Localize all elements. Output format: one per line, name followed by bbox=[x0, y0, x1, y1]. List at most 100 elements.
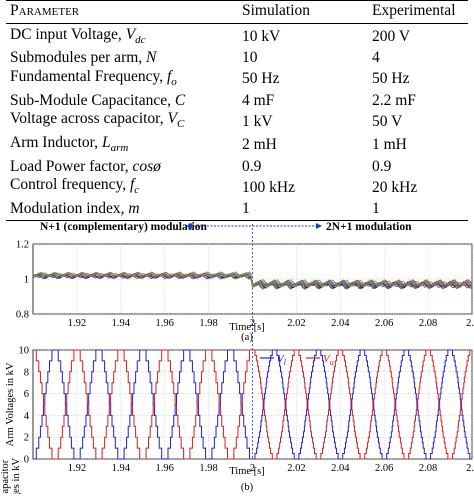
plot-b: 1.92 1.94 1.96 1.98 2 2.02 2.04 2.06 2.08 2. 10 8 6… bbox=[5, 346, 474, 494]
parameter-symbol: V bbox=[125, 25, 136, 43]
parameter-cell: Arm Inductor, Larm bbox=[6, 134, 238, 158]
x-tick-label: 1.96 bbox=[156, 463, 174, 474]
header-simulation: Simulation bbox=[238, 0, 368, 24]
parameter-label: Voltage across capacitor, bbox=[10, 110, 168, 128]
x-tick-label: 2.08 bbox=[419, 463, 437, 474]
y-tick-label: 2 bbox=[24, 433, 29, 444]
y-tick-label: 8 bbox=[24, 367, 29, 378]
parameter-subscript: dc bbox=[135, 33, 146, 46]
experimental-value: 50 V bbox=[372, 112, 403, 130]
x-tick-label: 1.96 bbox=[156, 318, 174, 329]
x-tick-label: 1.98 bbox=[199, 318, 217, 329]
y-tick-label: 4 bbox=[24, 411, 30, 422]
plot-b-yticks: 10 8 6 4 2 0 bbox=[19, 346, 30, 466]
x-tick-label: 2 bbox=[250, 463, 255, 474]
table-row: DC input Voltage, Vdc 10 kV 200 V bbox=[6, 23, 468, 49]
legend-sub: u bbox=[330, 358, 334, 367]
simulation-figure: N+1 (complementary) modulation 2N+1 modu… bbox=[0, 214, 474, 499]
parameter-symbol: L bbox=[101, 133, 111, 151]
plot-a-xlabel: Time [s] bbox=[229, 322, 265, 333]
transition-arrow bbox=[186, 223, 322, 459]
parameter-subscript: arm bbox=[110, 141, 129, 154]
plot-b-xticks: 1.92 1.94 1.96 1.98 2 2.02 2.04 2.06 2.08 2. bbox=[68, 463, 474, 474]
parameter-label: Fundamental Frequency, bbox=[10, 67, 167, 85]
table-row: Arm Inductor, Larm 2 mH 1 mH bbox=[6, 134, 468, 158]
legend-base: V bbox=[323, 353, 331, 365]
parameter-symbol: cosø bbox=[132, 157, 161, 175]
parameter-symbol: f bbox=[129, 176, 135, 194]
plot-a-grid bbox=[33, 243, 473, 315]
parameter-subscript: C bbox=[176, 118, 185, 131]
figure-svg: N+1 (complementary) modulation 2N+1 modu… bbox=[0, 221, 474, 499]
annotation-left: N+1 (complementary) modulation bbox=[40, 221, 208, 233]
simulation-value: 100 kHz bbox=[242, 178, 295, 196]
simulation-value: 10 kV bbox=[242, 28, 281, 46]
arrow-head-left bbox=[186, 223, 192, 229]
x-tick-label: 2. bbox=[466, 318, 474, 329]
experimental-value: 20 kHz bbox=[372, 178, 418, 196]
x-tick-label: 1.98 bbox=[199, 463, 217, 474]
simulation-value: 10 bbox=[242, 49, 258, 67]
experimental-value: 4 bbox=[372, 49, 380, 67]
x-tick-label: 2.04 bbox=[331, 463, 350, 474]
plot-a-yticks: 1.2 1 0.8 bbox=[16, 240, 29, 321]
x-tick-label: 2.06 bbox=[375, 463, 393, 474]
parameter-label: Submodules per arm, bbox=[10, 49, 147, 67]
parameter-symbol: N bbox=[146, 49, 157, 67]
parameter-symbol: m bbox=[128, 199, 140, 217]
x-tick-label: 2.02 bbox=[287, 318, 305, 329]
x-tick-label: 2.02 bbox=[287, 463, 305, 474]
y-tick-label: 6 bbox=[24, 389, 29, 400]
x-tick-label: 2.06 bbox=[375, 318, 393, 329]
header-experimental: Experimental bbox=[368, 0, 468, 24]
legend-label: Vl bbox=[277, 353, 287, 367]
simulation-value: 4 mF bbox=[242, 91, 275, 109]
parameter-cell: Control frequency, fc bbox=[6, 176, 238, 200]
x-tick-label: 2 bbox=[250, 318, 255, 329]
parameter-cell: DC input Voltage, Vdc bbox=[6, 23, 238, 49]
experimental-value: 1 bbox=[368, 199, 468, 222]
plot-b-lines bbox=[33, 349, 472, 460]
y-tick-label: 0 bbox=[24, 455, 29, 466]
plot-a-lines bbox=[32, 271, 473, 290]
plot-a-panel-label: (a) bbox=[241, 332, 253, 343]
parameter-symbol: V bbox=[167, 110, 177, 128]
parameter-table: Parameter Simulation Experimental DC inp… bbox=[6, 0, 468, 222]
experimental-value: 50 Hz bbox=[372, 70, 410, 88]
parameter-label: Load Power factor, bbox=[10, 157, 133, 175]
plot-b-panel-label: (b) bbox=[241, 482, 254, 493]
table-body: DC input Voltage, Vdc 10 kV 200 V Submodule… bbox=[6, 23, 468, 222]
x-tick-label: 2.04 bbox=[331, 318, 350, 329]
table-row: Submodules per arm, N 10 4 bbox=[6, 49, 468, 68]
y-tick-label: 0.8 bbox=[16, 310, 29, 321]
y-tick-label: 10 bbox=[19, 346, 30, 357]
simulation-value: 50 Hz bbox=[242, 70, 280, 88]
parameter-cell: Submodules per arm, N bbox=[6, 49, 238, 68]
table-row: Control frequency, fc 100 kHz 20 kHz bbox=[6, 176, 468, 200]
experimental-value: 1 mH bbox=[372, 136, 407, 154]
x-tick-label: 2.08 bbox=[419, 318, 437, 329]
y-tick-label: 1 bbox=[24, 275, 29, 286]
plot-b-ylabel: Arm Voltages in kV bbox=[5, 362, 16, 446]
parameter-cell: Voltage across capacitor, VC bbox=[6, 110, 238, 134]
table-row: Voltage across capacitor, VC 1 kV 50 V bbox=[6, 110, 468, 134]
plot-b-legend: Vl Vu bbox=[260, 353, 334, 367]
capacitor-voltage-line bbox=[33, 272, 473, 288]
parameter-subscript: o bbox=[171, 75, 177, 88]
parameter-label: Sub-Module Capacitance, bbox=[10, 91, 175, 109]
plot-a-ylabel-line2: Voltages in kV bbox=[11, 457, 22, 494]
simulation-value: 1 kV bbox=[242, 112, 273, 130]
parameter-label: DC input Voltage, bbox=[10, 25, 126, 43]
legend-label: Vu bbox=[323, 353, 334, 367]
simulation-value: 0.9 bbox=[242, 157, 262, 175]
parameter-cell: Load Power factor, cosø bbox=[6, 158, 238, 177]
plot-a-ylabel-line1: SM Capacitor bbox=[0, 459, 11, 494]
x-tick-label: 1.92 bbox=[68, 463, 86, 474]
legend-base: V bbox=[277, 353, 285, 365]
arm-voltage-line bbox=[33, 349, 472, 460]
plot-a: 1.92 1.94 1.96 1.98 2 2.02 2.04 2.06 2.08 2. 1.21… bbox=[0, 240, 474, 499]
plot-b-xlabel: Time [s] bbox=[229, 466, 265, 477]
experimental-value: 0.9 bbox=[372, 157, 392, 175]
parameter-symbol: C bbox=[174, 91, 186, 109]
